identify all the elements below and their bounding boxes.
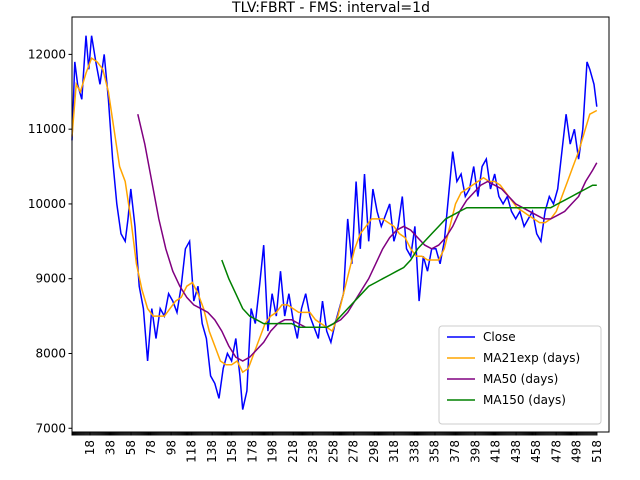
legend-label: MA150 (days)	[483, 393, 566, 407]
x-tick-label: 518	[590, 440, 604, 463]
x-tick-label: 58	[124, 440, 138, 455]
x-tick-label: 78	[144, 440, 158, 455]
x-tick-label: 118	[185, 440, 199, 463]
y-tick-label: 9000	[35, 272, 66, 286]
x-tick-label: 158	[225, 440, 239, 463]
x-tick-label: 418	[489, 440, 503, 463]
legend-label: MA50 (days)	[483, 372, 558, 386]
x-tick-label: 458	[529, 440, 543, 463]
y-axis: 7000 8000 9000 10000 11000 12000	[28, 47, 72, 435]
x-tick-label: 398	[468, 440, 482, 463]
series-line-2	[137, 114, 598, 362]
y-tick-label: 8000	[35, 346, 66, 360]
x-tick-label: 18	[83, 440, 97, 455]
x-tick-label: 138	[205, 440, 219, 463]
legend-label: MA21exp (days)	[483, 351, 580, 365]
x-tick-label: 178	[245, 440, 259, 463]
x-tick-label: 298	[367, 440, 381, 463]
x-tick-label: 358	[428, 440, 442, 463]
y-tick-label: 7000	[35, 421, 66, 435]
series-line-0	[71, 35, 598, 410]
x-axis: 18 38 58 78 98 118 138 158 178 198 218 238 258 278 298…	[71, 432, 604, 463]
y-tick-label: 11000	[28, 122, 66, 136]
x-tick-label: 198	[266, 440, 280, 463]
chart-title: TLV:FBRT - FMS: interval=1d	[231, 0, 430, 16]
x-tick-label: 98	[164, 440, 178, 455]
x-tick-label: 258	[326, 440, 340, 463]
y-tick-label: 10000	[28, 197, 66, 211]
y-tick-label: 12000	[28, 47, 66, 61]
x-tick-label: 378	[448, 440, 462, 463]
x-tick-label: 478	[549, 440, 563, 463]
x-tick-label: 338	[407, 440, 421, 463]
x-tick-label: 238	[306, 440, 320, 463]
x-tick-label: 38	[104, 440, 118, 455]
x-tick-label: 498	[570, 440, 584, 463]
x-tick-label: 218	[286, 440, 300, 463]
x-tick-label: 438	[509, 440, 523, 463]
legend-label: Close	[483, 330, 516, 344]
x-tick-label: 318	[387, 440, 401, 463]
legend-box	[438, 325, 602, 425]
series-line-3	[221, 184, 597, 329]
x-tick-label: 278	[347, 440, 361, 463]
legend: Close MA21exp (days) MA50 (days) MA150 (day…	[438, 325, 602, 425]
